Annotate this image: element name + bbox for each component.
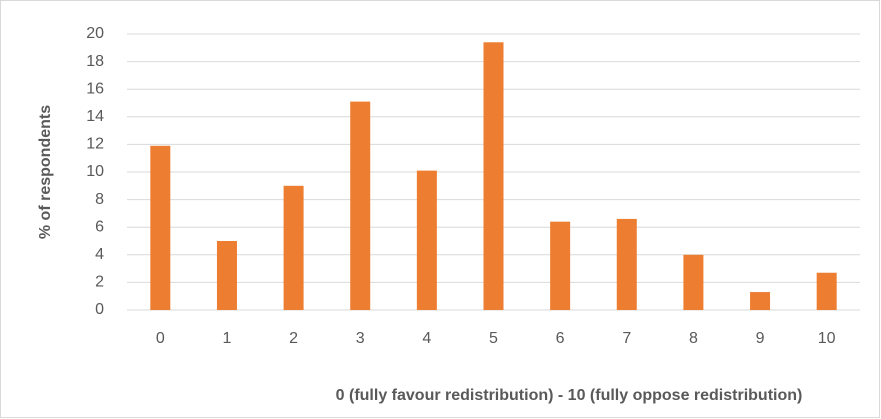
y-tick-label: 10	[86, 163, 104, 180]
x-tick-label: 10	[818, 330, 836, 347]
bar	[550, 221, 571, 310]
x-tick-label: 6	[556, 330, 565, 347]
y-tick-label: 18	[86, 53, 104, 70]
x-tick-label: 5	[489, 330, 498, 347]
y-tick-label: 14	[86, 108, 104, 125]
bar	[816, 272, 837, 310]
y-tick-label: 2	[95, 274, 104, 291]
x-tick-label: 7	[622, 330, 631, 347]
x-tick-label: 9	[756, 330, 765, 347]
bar	[683, 254, 704, 310]
x-tick-label: 4	[422, 330, 431, 347]
bar	[216, 241, 237, 310]
y-tick-label: 4	[95, 246, 104, 263]
x-tick-label: 2	[289, 330, 298, 347]
bar	[416, 170, 437, 310]
bar	[750, 292, 771, 310]
bar	[150, 145, 171, 310]
bar	[350, 101, 371, 311]
y-tick-label: 0	[95, 301, 104, 318]
bar	[283, 185, 304, 310]
y-tick-label: 16	[86, 80, 104, 97]
bar	[616, 218, 637, 310]
y-tick-label: 6	[95, 218, 104, 235]
x-tick-label: 3	[356, 330, 365, 347]
y-tick-label: 8	[95, 191, 104, 208]
y-tick-label: 12	[86, 136, 104, 153]
y-axis-title: % of respondents	[37, 105, 54, 239]
x-axis-title: 0 (fully favour redistribution) - 10 (fu…	[336, 387, 803, 404]
bar	[483, 42, 504, 310]
x-tick-label: 0	[156, 330, 165, 347]
x-tick-label: 1	[223, 330, 232, 347]
y-tick-label: 20	[86, 25, 104, 42]
x-tick-label: 8	[689, 330, 698, 347]
